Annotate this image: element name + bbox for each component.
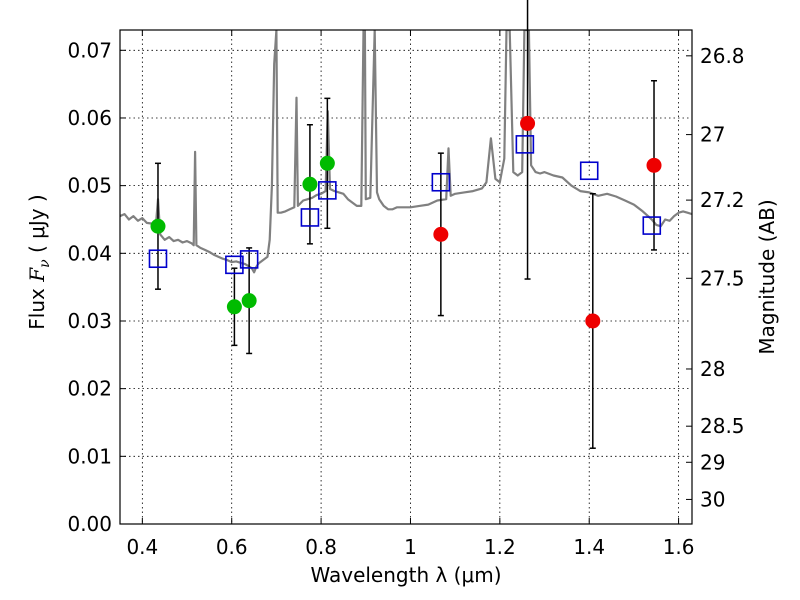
green-data-point bbox=[319, 155, 335, 171]
model-square-marker bbox=[515, 135, 535, 154]
x-tick-label: 1.2 bbox=[484, 535, 516, 559]
y-tick-label: 0.03 bbox=[67, 309, 112, 333]
y-label-post: ( μJy ) bbox=[25, 194, 49, 259]
grid bbox=[120, 30, 692, 524]
x-axis-label: Wavelength λ (μm) bbox=[310, 563, 501, 587]
model-square-marker bbox=[148, 249, 168, 269]
y-axis-label-right: Magnitude (AB) bbox=[755, 199, 779, 354]
x-tick-label: 0.4 bbox=[126, 535, 158, 559]
plot-frame bbox=[119, 29, 693, 525]
model-square-marker bbox=[431, 172, 451, 192]
magnitude-tick-label: 27 bbox=[700, 123, 725, 147]
y-tick-label: 0.00 bbox=[67, 512, 112, 536]
x-tick-label: 1 bbox=[404, 535, 417, 559]
y-tick-label: 0.04 bbox=[67, 241, 112, 265]
green-data-point bbox=[241, 293, 257, 309]
magnitude-tick-label: 26.8 bbox=[700, 44, 745, 68]
model-square-marker bbox=[239, 250, 259, 269]
y-tick-label: 0.01 bbox=[67, 444, 112, 468]
x-tick-label: 0.8 bbox=[305, 535, 337, 559]
red-data-point bbox=[433, 226, 449, 242]
red-data-point bbox=[646, 157, 662, 173]
magnitude-tick-label: 28.5 bbox=[700, 414, 745, 438]
plot-area bbox=[120, 30, 692, 524]
x-tick-label: 1.4 bbox=[573, 535, 605, 559]
y-label-symbol: F bbox=[25, 267, 49, 283]
model-square-marker bbox=[642, 216, 662, 235]
point-layer bbox=[150, 115, 662, 329]
magnitude-tick-label: 27.2 bbox=[700, 188, 745, 212]
magnitude-ticks: 26.8 27 27.2 27.5 28 28.5 29 30 bbox=[686, 44, 745, 511]
x-tick-label: 0.6 bbox=[216, 535, 248, 559]
magnitude-tick-label: 29 bbox=[700, 450, 725, 474]
spectrum-line bbox=[120, 30, 692, 274]
square-layer bbox=[148, 135, 662, 275]
y-tick-label: 0.02 bbox=[67, 377, 112, 401]
magnitude-tick-label: 30 bbox=[700, 487, 725, 511]
green-data-point bbox=[302, 176, 318, 192]
y-ticks: 0.00 0.01 0.02 0.03 0.04 0.05 0.06 0.07 bbox=[67, 38, 126, 536]
red-data-point bbox=[520, 115, 536, 131]
spectrum-layer bbox=[120, 30, 692, 274]
green-data-point bbox=[150, 218, 166, 234]
y-tick-label: 0.05 bbox=[67, 174, 112, 198]
y-label-subscript: ν bbox=[37, 259, 53, 268]
y-tick-label: 0.06 bbox=[67, 106, 112, 130]
model-square-marker bbox=[300, 208, 320, 227]
y-axis-label-left: Flux Fν ( μJy ) bbox=[25, 194, 53, 329]
magnitude-tick-label: 28 bbox=[700, 357, 725, 381]
model-square-marker bbox=[318, 181, 337, 200]
y-tick-label: 0.07 bbox=[67, 38, 112, 62]
red-data-point bbox=[585, 313, 601, 329]
green-data-point bbox=[226, 299, 242, 315]
x-tick-label: 1.6 bbox=[663, 535, 695, 559]
y-label-pre: Flux bbox=[25, 282, 49, 330]
magnitude-tick-label: 27.5 bbox=[700, 266, 745, 290]
x-ticks: 0.4 0.6 0.8 1 1.2 1.4 1.6 bbox=[126, 30, 695, 559]
model-square-marker bbox=[579, 161, 599, 181]
model-square-marker bbox=[225, 255, 244, 275]
